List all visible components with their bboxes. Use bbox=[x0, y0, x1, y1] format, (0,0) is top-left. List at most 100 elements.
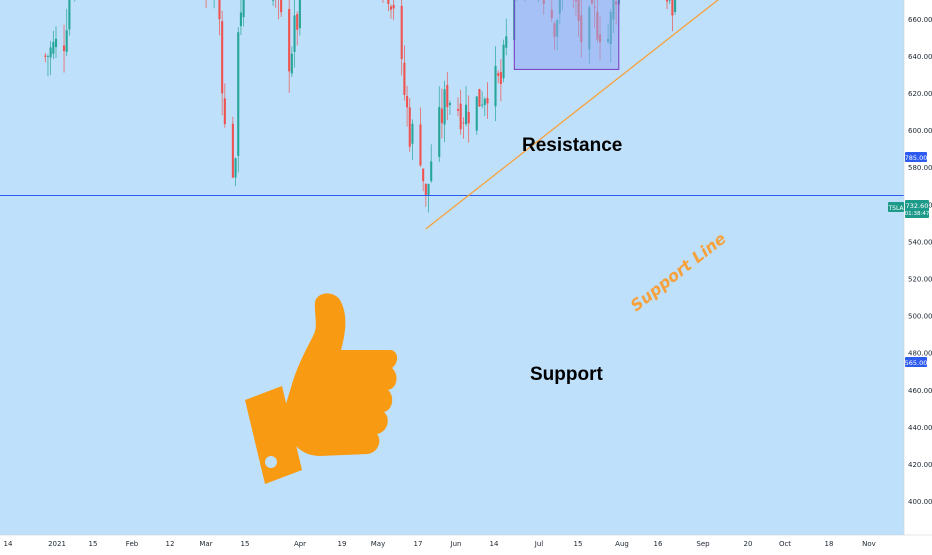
candle-body bbox=[408, 107, 411, 147]
candle-body bbox=[422, 168, 425, 182]
time-tick-label: 20 bbox=[744, 540, 753, 548]
candle-body bbox=[44, 55, 47, 57]
candle-body bbox=[430, 161, 433, 181]
time-tick-label: 17 bbox=[414, 540, 423, 548]
candle-body bbox=[438, 106, 441, 157]
candle-body bbox=[483, 98, 486, 106]
support-trend-line bbox=[425, 0, 719, 230]
candle-body bbox=[448, 102, 452, 106]
candle-body bbox=[218, 0, 221, 20]
price-tick-label: 640.00 bbox=[908, 53, 932, 61]
candle-body bbox=[440, 108, 443, 124]
time-tick-label: 12 bbox=[166, 540, 175, 548]
candle-body bbox=[497, 73, 500, 76]
candle-body bbox=[499, 72, 502, 85]
candle-body bbox=[231, 123, 234, 178]
candle-body bbox=[456, 109, 460, 111]
time-axis[interactable]: 14 2021 15 Feb 12 Mar 15 Apr 19 May 17 Jun 14 Jul 15 Au… bbox=[0, 534, 932, 550]
chart-background bbox=[0, 0, 904, 535]
time-tick-label: Feb bbox=[126, 540, 139, 548]
candle-body bbox=[462, 122, 465, 124]
candle-body bbox=[239, 12, 242, 27]
candle-body bbox=[272, 0, 275, 1]
overlays-layer bbox=[0, 0, 904, 230]
thumb-cuff-hole bbox=[265, 456, 277, 468]
candle-body bbox=[424, 183, 427, 196]
candle-body bbox=[478, 89, 481, 107]
price-tick-label: 600.00 bbox=[908, 127, 932, 135]
candle-body bbox=[464, 104, 468, 125]
time-tick-label: Jun bbox=[450, 540, 462, 548]
candle-body bbox=[296, 14, 299, 30]
last-price-tag bbox=[905, 200, 929, 218]
time-tick-label: Oct bbox=[779, 540, 791, 548]
candle-body bbox=[665, 0, 669, 2]
candle-body bbox=[467, 111, 470, 124]
price-tick-label: 660.00 bbox=[908, 16, 932, 24]
price-tick-label: 420.00 bbox=[908, 461, 932, 469]
time-tick-label: Apr bbox=[294, 540, 306, 548]
candle-body bbox=[221, 21, 224, 94]
support-label: Support bbox=[530, 364, 603, 385]
time-tick-label: May bbox=[371, 540, 385, 548]
time-tick-label: 14 bbox=[490, 540, 499, 548]
candle-body bbox=[223, 98, 226, 125]
time-axis-bg bbox=[0, 535, 932, 550]
candle-body bbox=[400, 5, 403, 60]
time-tick-label: Aug bbox=[615, 540, 629, 548]
price-tick-label: 500.00 bbox=[908, 313, 932, 321]
candle-body bbox=[475, 96, 478, 131]
thumb-fist-shape bbox=[286, 293, 398, 456]
candle-body bbox=[671, 0, 674, 16]
candle-body bbox=[392, 4, 395, 9]
time-tick-label: 15 bbox=[89, 540, 98, 548]
time-tick-label: 19 bbox=[338, 540, 347, 548]
time-tick-label: 14 bbox=[4, 540, 13, 548]
candle-body bbox=[65, 30, 68, 52]
price-tick-label: 480.00 bbox=[908, 350, 932, 358]
price-tags: 785.00 565.00 732.60 01:38:47 TSLA bbox=[887, 152, 930, 367]
consolidation-box bbox=[513, 0, 620, 70]
thumbs-up-icon bbox=[245, 293, 398, 484]
time-tick-label: 2021 bbox=[48, 540, 66, 548]
candle-body bbox=[52, 42, 55, 54]
candle-body bbox=[46, 56, 50, 57]
price-tick-label: 460.00 bbox=[908, 387, 932, 395]
candle-body bbox=[280, 0, 283, 13]
candle-body bbox=[411, 123, 414, 144]
candle-body bbox=[234, 158, 237, 178]
candle-body bbox=[68, 0, 71, 30]
candle-body bbox=[387, 0, 390, 4]
candle-body bbox=[459, 103, 462, 130]
support-price-tag-text: 565.00 bbox=[905, 359, 928, 367]
candle-body bbox=[505, 36, 508, 48]
candle-body bbox=[668, 0, 671, 1]
time-tick-label: 16 bbox=[654, 540, 663, 548]
time-tick-label: Nov bbox=[862, 540, 876, 548]
price-axis[interactable]: 400.00 420.00 440.00 460.00 480.00 500.00 520.… bbox=[903, 0, 932, 550]
resistance-price-tag-text: 785.00 bbox=[905, 154, 928, 162]
price-tick-label: 580.00 bbox=[908, 164, 932, 172]
candle-body bbox=[290, 53, 293, 74]
candle-body bbox=[54, 38, 58, 48]
resistance-label: Resistance bbox=[522, 135, 622, 156]
symbol-tag-text: TSLA bbox=[887, 205, 904, 212]
candle-body bbox=[298, 0, 301, 29]
candle-body bbox=[502, 44, 505, 79]
candle-body bbox=[406, 95, 409, 108]
price-tick-label: 620.00 bbox=[908, 90, 932, 98]
candle-body bbox=[481, 104, 484, 106]
price-tick-label: 440.00 bbox=[908, 424, 932, 432]
time-tick-label: 15 bbox=[574, 540, 583, 548]
price-axis-bg bbox=[904, 0, 932, 550]
candle-body bbox=[293, 15, 296, 52]
candle-body bbox=[403, 62, 406, 95]
price-tick-label: 540.00 bbox=[908, 238, 932, 246]
candle-body bbox=[486, 97, 489, 104]
last-price-countdown: 01:38:47 bbox=[905, 211, 930, 217]
candle-body bbox=[443, 89, 446, 125]
candle-body bbox=[242, 0, 245, 18]
time-tick-label: 18 bbox=[825, 540, 834, 548]
